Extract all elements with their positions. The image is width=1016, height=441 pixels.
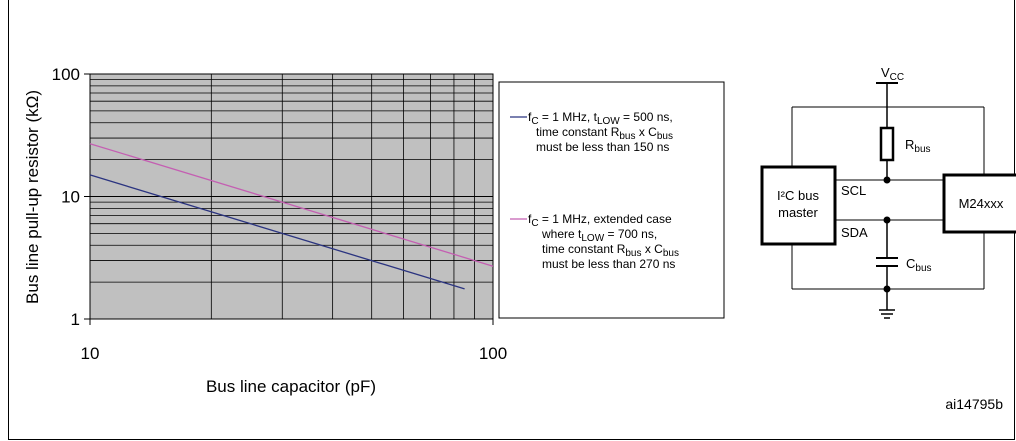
master-block — [760, 165, 837, 246]
legend-text-2-line-2: where tLOW = 700 ns, — [541, 227, 657, 244]
scl-label: SCL — [841, 183, 866, 198]
cbus-label: Cbus — [906, 256, 932, 274]
circuit-labels: VCC Rbus Cbus I²C bus master SCL SDA M24… — [777, 65, 1004, 274]
legend-text-1-line-1: fC = 1 MHz, tLOW = 500 ns, — [528, 110, 673, 127]
legend-text-2-line-4: must be less than 270 ns — [542, 257, 675, 271]
sda-label: SDA — [841, 225, 868, 240]
circuit-diagram — [760, 82, 1016, 319]
legend-entries: fC = 1 MHz, tLOW = 500 ns,time constant … — [510, 110, 679, 271]
legend: fC = 1 MHz, tLOW = 500 ns,time constant … — [498, 81, 725, 319]
series-line-2 — [89, 143, 494, 267]
figure-id: ai14795b — [945, 396, 1003, 412]
master-label-line1: I²C bus — [777, 188, 819, 203]
scl-junction — [883, 176, 891, 184]
legend-text-2-line-3: time constant Rbus x Cbus — [542, 242, 679, 259]
rbus-label: Rbus — [905, 137, 931, 155]
legend-text-1-line-3: must be less than 150 ns — [536, 140, 669, 154]
legend-text-1-line-2: time constant Rbus x Cbus — [536, 125, 673, 142]
y-tick-label: 100 — [52, 65, 80, 84]
master-label-line2: master — [778, 205, 818, 220]
y-axis-label: Bus line pull-up resistor (kΩ) — [23, 90, 42, 304]
series-layer — [89, 143, 494, 290]
vcc-label: VCC — [881, 65, 904, 83]
device-block — [942, 173, 1016, 234]
device-label: M24xxx — [959, 196, 1004, 211]
legend-text-2-line-1: fC = 1 MHz, extended case — [528, 212, 672, 229]
y-tick-label: 1 — [71, 310, 80, 329]
x-tick-label: 100 — [479, 344, 507, 363]
series-line-1 — [89, 174, 465, 290]
legend-box — [498, 81, 725, 319]
x-axis-label: Bus line capacitor (pF) — [206, 377, 376, 396]
x-tick-label: 10 — [81, 344, 100, 363]
y-tick-label: 10 — [61, 188, 80, 207]
grid — [90, 74, 493, 319]
rbus-resistor — [879, 126, 895, 162]
